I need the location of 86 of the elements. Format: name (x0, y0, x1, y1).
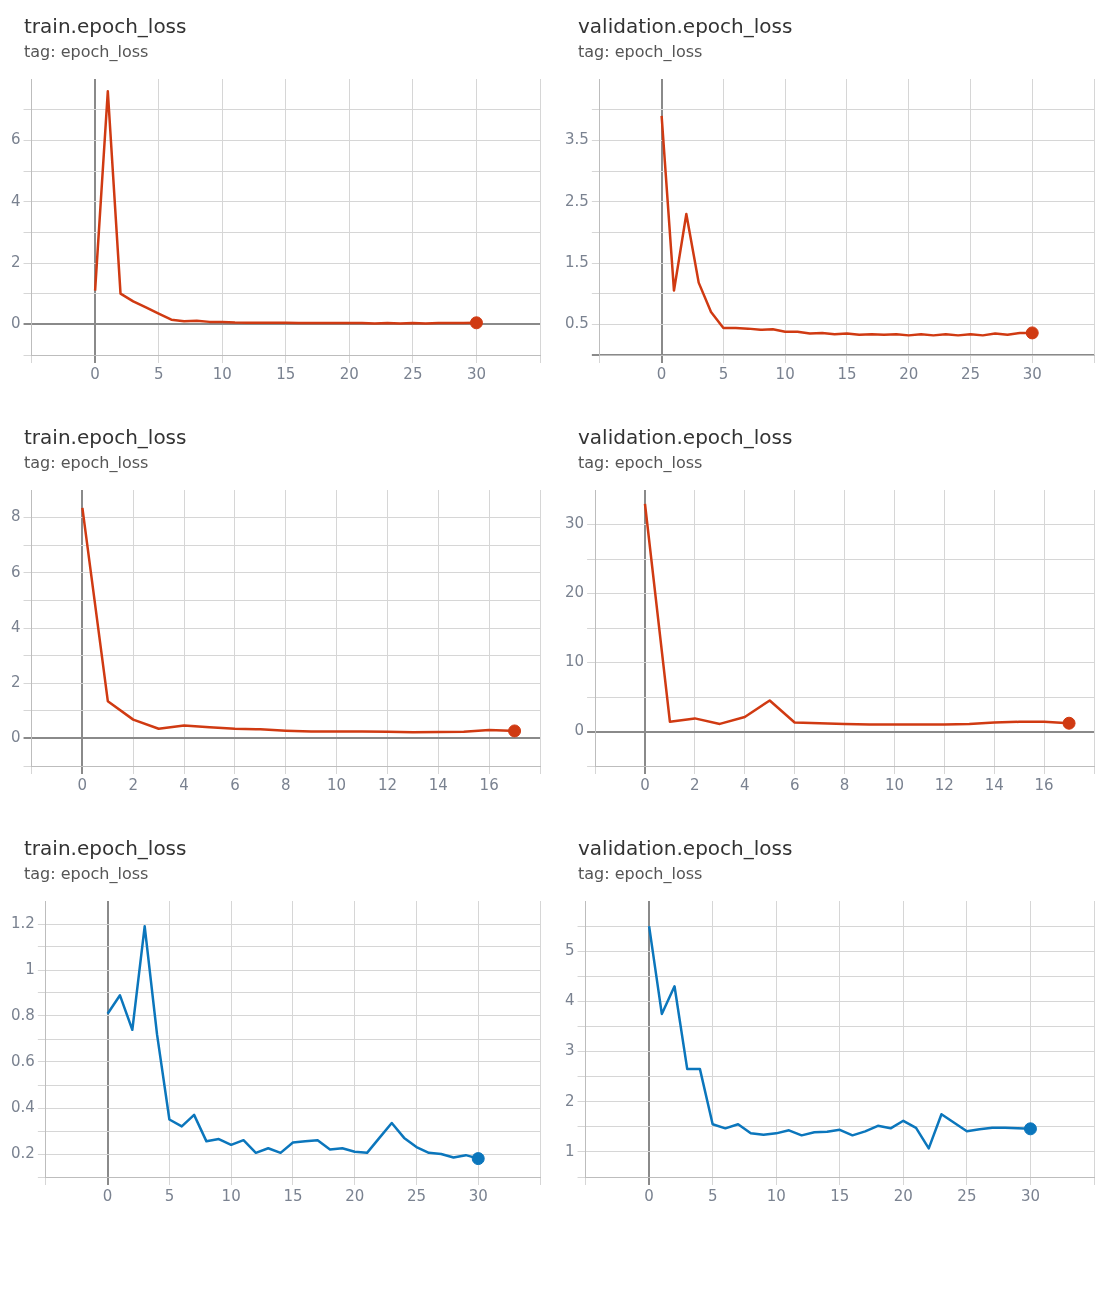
x-tick-label: 15 (837, 364, 857, 383)
y-tick-label: 1 (25, 959, 35, 978)
y-tick-label: 0.5 (565, 314, 589, 333)
y-tick-label: 2 (11, 673, 21, 692)
x-tick-label: 14 (984, 775, 1004, 794)
y-tick-label: 0.6 (11, 1051, 35, 1070)
x-tick-label: 20 (339, 364, 359, 383)
x-tick-label: 25 (960, 364, 981, 383)
x-tick-label: 25 (957, 1186, 977, 1205)
x-tick-label: 0 (77, 775, 88, 794)
y-tick-label: 5 (565, 941, 575, 960)
y-tick-label: 10 (564, 652, 585, 671)
x-tick-label: 8 (281, 775, 291, 794)
x-tick-label: 25 (406, 1186, 427, 1205)
y-tick-label: 0.8 (11, 1005, 35, 1024)
x-tick-label: 10 (775, 364, 795, 383)
chart-subtitle: tag: epoch_loss (24, 42, 150, 61)
x-tick-label: 4 (179, 775, 189, 794)
x-tick-label: 5 (718, 364, 729, 383)
y-tick-label: 1.2 (11, 913, 35, 932)
chart-subtitle: tag: epoch_loss (24, 864, 150, 883)
x-tick-label: 10 (212, 364, 232, 383)
x-tick-label: 4 (739, 775, 750, 794)
x-tick-label: 5 (707, 1186, 718, 1205)
x-tick-label: 6 (789, 775, 800, 794)
y-tick-label: 2 (565, 1091, 575, 1110)
x-tick-label: 5 (164, 1186, 175, 1205)
x-tick-label: 5 (153, 364, 164, 383)
x-tick-label: 8 (839, 775, 850, 794)
y-tick-label: 0.4 (11, 1097, 35, 1116)
x-tick-label: 20 (899, 364, 919, 383)
x-tick-label: 6 (230, 775, 240, 794)
chart-title: train.epoch_loss (24, 14, 188, 38)
y-tick-label: 4 (565, 991, 575, 1010)
chart-subtitle: tag: epoch_loss (578, 42, 704, 61)
chart-subtitle: tag: epoch_loss (24, 453, 150, 472)
y-tick-label: 6 (11, 562, 21, 581)
x-tick-label: 10 (327, 775, 347, 794)
x-tick-label: 16 (1034, 775, 1054, 794)
x-tick-label: 0 (656, 364, 667, 383)
x-tick-label: 16 (479, 775, 499, 794)
x-tick-label: 0 (644, 1186, 654, 1205)
y-tick-label: 3 (565, 1041, 575, 1060)
x-tick-label: 20 (893, 1186, 913, 1205)
x-tick-label: 30 (468, 1186, 488, 1205)
y-tick-label: 4 (11, 191, 21, 210)
chart-subtitle: tag: epoch_loss (578, 453, 704, 472)
x-tick-label: 30 (466, 364, 486, 383)
y-tick-label: 0 (11, 728, 21, 747)
x-tick-label: 12 (934, 775, 954, 794)
x-tick-label: 2 (128, 775, 139, 794)
x-tick-label: 12 (377, 775, 398, 794)
y-tick-label: 0 (11, 314, 21, 333)
y-tick-label: 4 (11, 617, 21, 636)
x-tick-label: 0 (102, 1186, 113, 1205)
chart-subtitle: tag: epoch_loss (578, 864, 704, 883)
x-tick-label: 10 (766, 1186, 786, 1205)
y-tick-label: 6 (11, 130, 21, 149)
y-tick-label: 2.5 (565, 191, 589, 210)
y-tick-label: 8 (11, 507, 21, 526)
y-tick-label: 0 (574, 721, 585, 740)
x-tick-label: 0 (90, 364, 100, 383)
x-tick-label: 2 (690, 775, 700, 794)
x-tick-label: 15 (830, 1186, 850, 1205)
x-tick-label: 15 (283, 1186, 303, 1205)
x-tick-label: 15 (276, 364, 296, 383)
x-tick-label: 25 (403, 364, 423, 383)
chart-title: train.epoch_loss (24, 836, 188, 860)
y-tick-label: 30 (564, 514, 585, 533)
x-tick-label: 10 (221, 1186, 241, 1205)
chart-title: validation.epoch_loss (578, 425, 794, 449)
y-tick-label: 1 (565, 1141, 575, 1160)
y-tick-label: 3.5 (565, 130, 589, 149)
chart-title: validation.epoch_loss (578, 836, 794, 860)
y-tick-label: 0.2 (11, 1143, 35, 1162)
x-tick-label: 30 (1020, 1186, 1040, 1205)
x-tick-label: 0 (640, 775, 650, 794)
chart-title: validation.epoch_loss (578, 14, 794, 38)
y-tick-label: 1.5 (565, 252, 589, 271)
y-tick-label: 2 (11, 252, 21, 271)
y-tick-label: 20 (564, 583, 585, 602)
x-tick-label: 30 (1022, 364, 1042, 383)
x-tick-label: 20 (345, 1186, 365, 1205)
x-tick-label: 10 (884, 775, 904, 794)
x-tick-label: 14 (428, 775, 448, 794)
chart-title: train.epoch_loss (24, 425, 188, 449)
